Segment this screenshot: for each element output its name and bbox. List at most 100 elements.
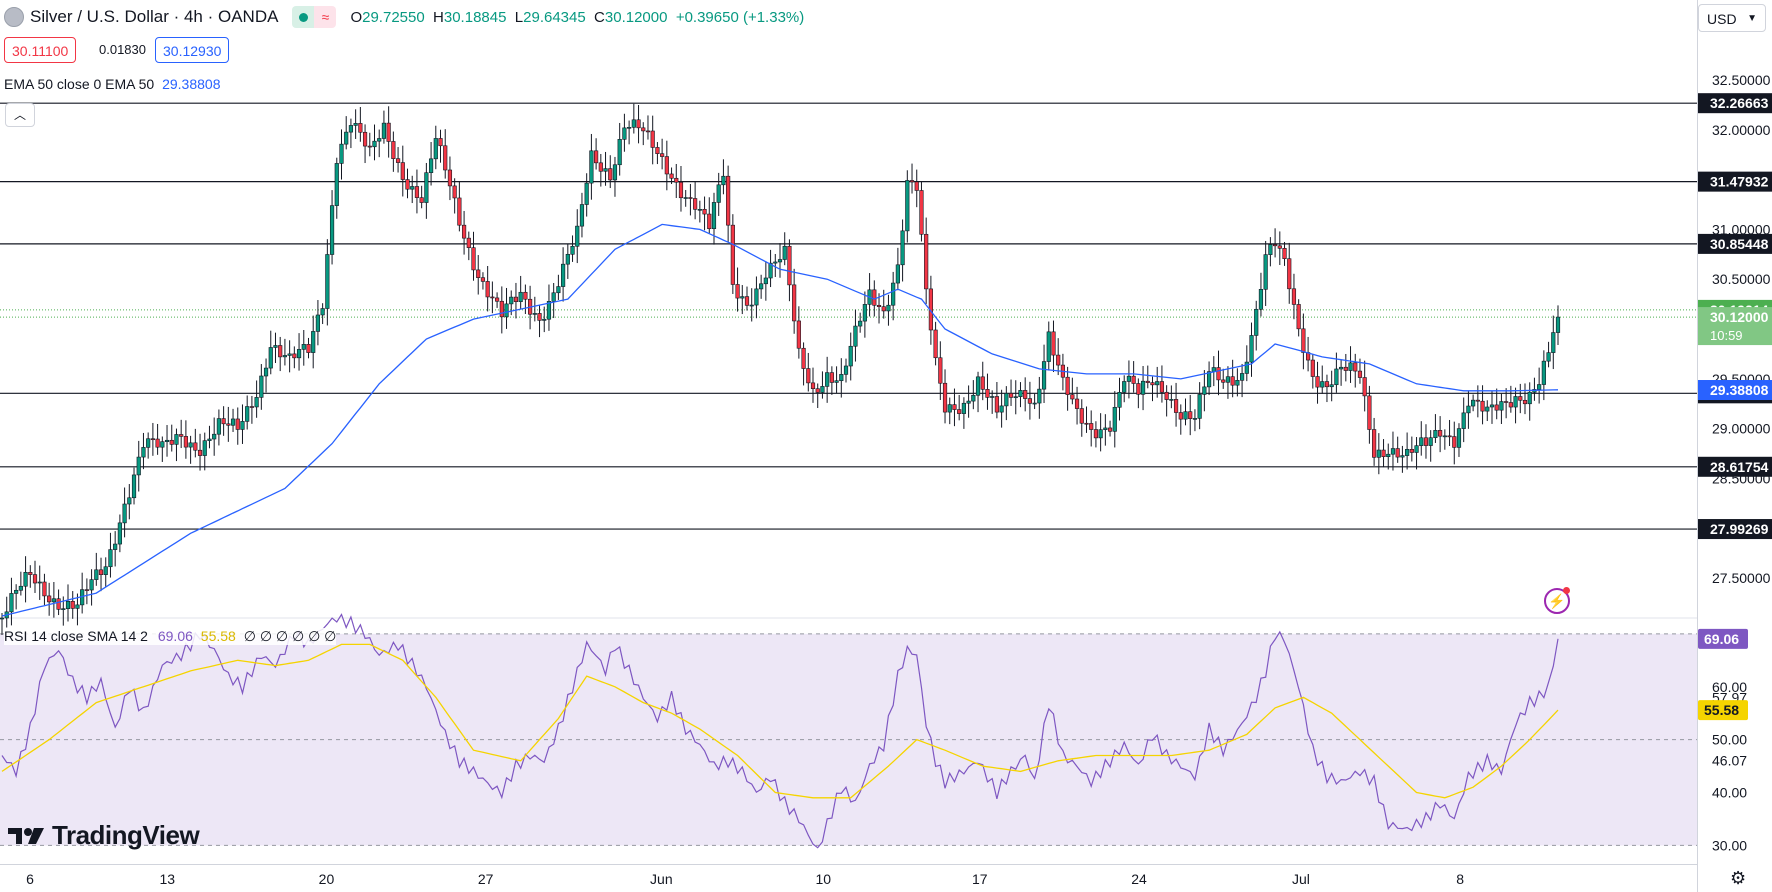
price-tick-label: 31.00000 [1712,221,1771,237]
candle [702,208,707,215]
candle [711,202,717,230]
candle [386,122,391,142]
candle [1555,316,1561,333]
candle [28,572,33,575]
gear-icon[interactable]: ⚙ [1730,868,1747,888]
time-tick-label: 20 [319,871,335,887]
candle [1089,423,1094,430]
candle [627,127,632,129]
candle [971,394,976,402]
candle [179,434,184,437]
candle [1334,368,1339,386]
rsi-level-label: 46.07 [1712,752,1747,768]
candle [1164,391,1169,400]
candle [975,376,981,396]
candle [1268,244,1273,255]
rsi-sma-value-badge: 55.58 [1704,702,1739,718]
candle [443,145,448,171]
candle [249,406,254,408]
candle [428,158,434,173]
candle [1202,386,1207,395]
candle [1405,449,1410,456]
candle [820,386,825,393]
candle [561,263,566,287]
candle [1489,404,1495,408]
candle [862,304,867,322]
candle [1221,379,1226,383]
level-price-label-bg [1698,233,1772,254]
candle [1485,406,1490,412]
candle [221,418,226,425]
candle [1046,331,1051,362]
candle [744,296,750,306]
candle [452,185,457,199]
buy-price-button[interactable]: 30.12930 [155,37,230,63]
candle [1027,398,1032,404]
candle [782,245,787,260]
ohlc-high: 30.18845 [443,8,507,26]
time-tick-label: 8 [1456,871,1464,887]
candle [957,409,962,414]
candle [1466,405,1471,414]
rsi-value-badge: 69.06 [1704,631,1739,647]
candle [414,186,420,198]
rsi-legend[interactable]: RSI 14 close SMA 14 2 69.06 55.58 ∅ ∅ ∅ … [4,628,337,645]
time-tick-label: 13 [159,871,175,887]
candle [1008,393,1014,398]
time-tick-label: 24 [1131,871,1147,887]
candle [1013,396,1018,399]
candle [485,281,490,298]
candle [1084,422,1089,425]
candle [1192,418,1198,420]
level-price-label-bg [1698,519,1772,540]
candle [1065,376,1070,395]
candle [645,130,651,133]
rsi-sma-legend-value: 55.58 [200,628,236,644]
candle [65,600,71,609]
candle [1074,398,1080,409]
candle [155,438,160,448]
candle [273,345,278,348]
candle [924,233,929,290]
candle [419,197,424,203]
currency-selector[interactable]: USD ▼ [1698,4,1766,32]
ohlc-change: +0.39650 (+1.33%) [675,8,805,26]
candle [42,581,47,597]
ema-line [1,223,1559,617]
lightning-icon[interactable]: ⚡ [1544,588,1570,614]
candle [693,198,698,210]
candle [216,418,221,435]
candle [433,138,438,160]
candle [1499,401,1504,411]
candle [612,164,618,181]
ema-legend[interactable]: EMA 50 close 0 EMA 50 29.38808 [4,76,221,92]
candle [193,442,198,451]
rsi-sma-value-badge-bg [1698,700,1748,721]
candle [9,593,14,613]
candle [329,205,335,255]
ema-legend-value: 29.38808 [162,76,221,92]
sell-price-button[interactable]: 30.11100 [4,37,77,63]
candle [608,168,613,181]
candle [490,296,495,299]
candle [886,304,891,312]
chevron-up-icon[interactable]: ︿ [5,103,35,127]
candle [424,172,429,203]
tradingview-logo[interactable]: TradingView [8,820,200,851]
candle [532,313,537,315]
candle [735,284,740,299]
candle [801,347,806,369]
candle [716,184,721,203]
market-status-badges[interactable]: ≈ [292,6,337,28]
candle [127,497,132,505]
candle [84,589,89,591]
candle [1122,381,1127,393]
candle [1239,373,1245,381]
candle [858,320,863,327]
symbol-title[interactable]: Silver / U.S. Dollar · 4h · OANDA [30,7,279,26]
tradingview-mark-icon [8,827,44,844]
candle [990,396,995,398]
candle [678,181,684,199]
candle [1381,449,1386,457]
